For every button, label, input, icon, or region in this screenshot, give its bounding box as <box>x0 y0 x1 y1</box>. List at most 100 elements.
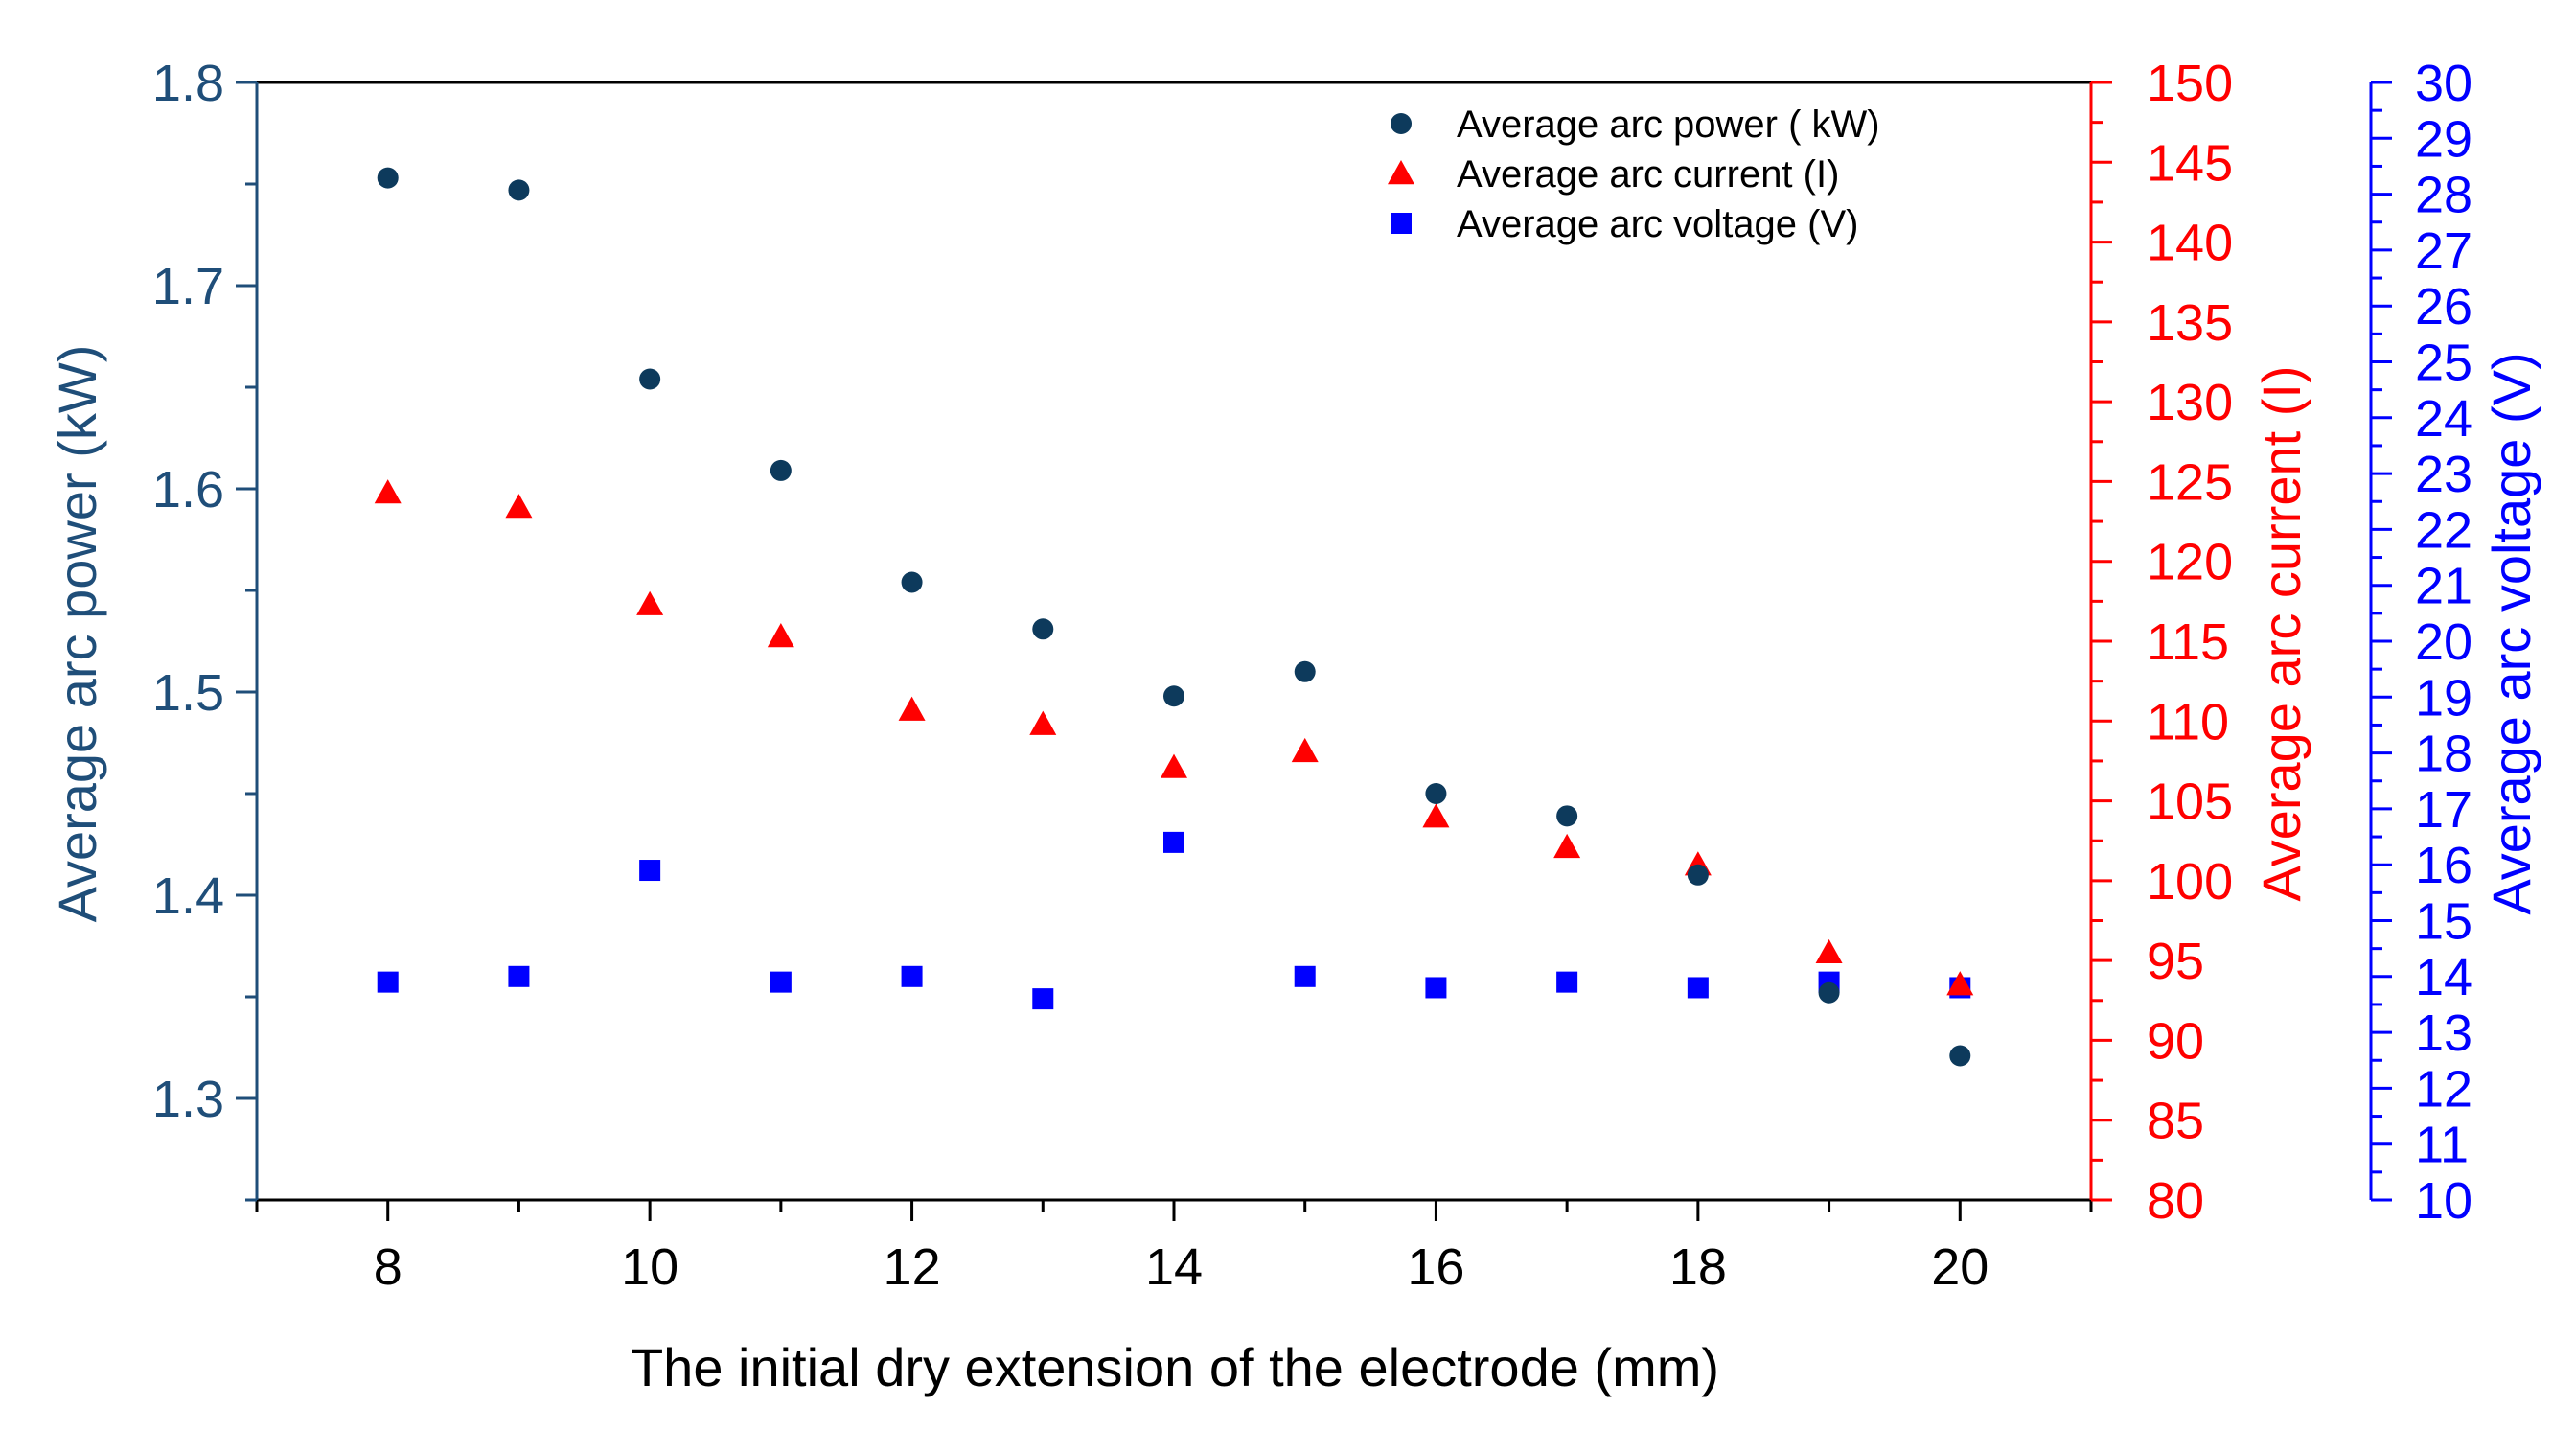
y-voltage-tick-label: 26 <box>2415 278 2472 335</box>
point-power <box>1556 805 1578 827</box>
y-voltage-tick-label: 23 <box>2415 446 2472 503</box>
y-voltage-tick-label: 24 <box>2415 390 2472 448</box>
series-voltage <box>377 831 1971 1010</box>
y-voltage-tick-label: 18 <box>2415 726 2472 783</box>
x-tick-label: 8 <box>374 1238 402 1296</box>
y-voltage-tick-label: 10 <box>2415 1172 2472 1230</box>
point-power <box>1949 1045 1971 1067</box>
y-voltage-tick-label: 28 <box>2415 167 2472 224</box>
point-current <box>1553 833 1581 859</box>
y-current-tick-label: 95 <box>2147 933 2204 990</box>
point-power <box>1818 981 1840 1004</box>
x-tick-label: 16 <box>1407 1238 1464 1296</box>
point-voltage <box>770 971 792 993</box>
point-voltage <box>639 860 661 882</box>
y-current-tick-label: 130 <box>2147 374 2233 431</box>
y-current-tick-label: 145 <box>2147 134 2233 192</box>
point-current <box>505 494 533 519</box>
point-voltage <box>508 965 530 987</box>
legend: Average arc power ( kW) Average arc curre… <box>1388 104 1880 245</box>
y-current-tick-label: 85 <box>2147 1093 2204 1150</box>
y-current-tick-label: 80 <box>2147 1172 2204 1230</box>
point-power <box>508 179 530 201</box>
point-voltage <box>377 971 399 993</box>
legend-marker-current <box>1388 160 1414 185</box>
y-current-tick-label: 150 <box>2147 55 2233 112</box>
y-voltage-tick-label: 27 <box>2415 222 2472 280</box>
point-power <box>1294 660 1316 682</box>
x-tick-label: 20 <box>1931 1238 1989 1296</box>
y-power-tick-label: 1.7 <box>152 258 224 315</box>
y-current-tick-label: 120 <box>2147 534 2233 591</box>
y-voltage-tick-label: 11 <box>2415 1117 2469 1174</box>
y-voltage-tick-label: 21 <box>2415 558 2472 615</box>
y-power-tick-label: 1.5 <box>152 664 224 722</box>
y-axis-power-title: Average arc power (kW) <box>47 345 107 923</box>
point-voltage <box>901 965 923 987</box>
legend-label-power: Average arc power ( kW) <box>1457 104 1880 146</box>
y-voltage-tick-label: 30 <box>2415 55 2472 112</box>
y-voltage-tick-label: 22 <box>2415 501 2472 559</box>
y-axis-current: 80 85 90 95 100 105 110 115 120 125 130 135 140 145 15… <box>2089 55 2233 1230</box>
y-power-tick-label: 1.4 <box>152 867 224 925</box>
y-power-tick-label: 1.8 <box>152 55 224 112</box>
point-voltage <box>1163 831 1184 853</box>
point-current <box>374 479 402 504</box>
y-current-tick-label: 115 <box>2147 613 2229 671</box>
point-voltage <box>1032 988 1054 1010</box>
series-layer <box>374 167 1974 1067</box>
plot-frame <box>257 81 2091 1202</box>
series-current <box>374 479 1974 996</box>
point-current <box>1946 971 1974 996</box>
point-current <box>1161 753 1187 778</box>
series-power <box>377 167 1971 1067</box>
x-tick-label: 12 <box>884 1238 941 1296</box>
y-voltage-tick-label: 15 <box>2415 893 2472 951</box>
y-voltage-tick-label: 16 <box>2415 837 2472 894</box>
y-current-tick-label: 105 <box>2147 773 2233 831</box>
point-current <box>636 590 664 615</box>
legend-marker-voltage <box>1391 213 1412 234</box>
point-current <box>1291 737 1319 763</box>
point-power <box>1163 685 1184 707</box>
point-power <box>1687 864 1709 886</box>
y-voltage-tick-label: 12 <box>2415 1060 2472 1118</box>
point-power <box>1032 618 1054 640</box>
y-axis-voltage: 1011121314151617181920212223242526272829… <box>2369 55 2472 1230</box>
point-voltage <box>1556 971 1578 993</box>
y-voltage-tick-label: 25 <box>2415 335 2472 392</box>
y-power-tick-label: 1.3 <box>152 1071 224 1128</box>
y-voltage-tick-label: 20 <box>2415 613 2472 671</box>
y-voltage-tick-label: 17 <box>2415 781 2472 839</box>
point-power <box>1425 783 1447 804</box>
legend-label-current: Average arc current (I) <box>1457 153 1839 196</box>
x-tick-label: 18 <box>1669 1238 1727 1296</box>
y-current-tick-label: 100 <box>2147 853 2233 911</box>
point-power <box>770 459 792 481</box>
y-axis-voltage-title: Average arc voltage (V) <box>2481 352 2542 914</box>
point-current <box>898 696 926 721</box>
point-power <box>377 167 399 189</box>
x-axis: 8 10 12 14 16 18 20 <box>255 1200 2093 1296</box>
point-current <box>767 623 794 648</box>
y-voltage-tick-label: 13 <box>2415 1004 2472 1062</box>
y-voltage-tick-label: 19 <box>2415 669 2472 727</box>
x-tick-label: 10 <box>621 1238 678 1296</box>
y-power-tick-label: 1.6 <box>152 461 224 519</box>
x-axis-title: The initial dry extension of the electro… <box>631 1337 1719 1397</box>
point-voltage <box>1687 977 1709 999</box>
point-voltage <box>1294 965 1316 987</box>
x-tick-label: 14 <box>1145 1238 1203 1296</box>
point-power <box>639 368 661 390</box>
point-voltage <box>1425 977 1447 999</box>
y-current-tick-label: 135 <box>2147 294 2233 352</box>
y-current-tick-label: 140 <box>2147 215 2233 272</box>
point-power <box>901 571 923 593</box>
point-current <box>1422 803 1450 828</box>
y-current-tick-label: 90 <box>2147 1012 2204 1070</box>
legend-label-voltage: Average arc voltage (V) <box>1457 203 1858 245</box>
y-current-tick-label: 125 <box>2147 453 2233 511</box>
y-axis-current-title: Average arc current (I) <box>2251 365 2312 901</box>
y-voltage-tick-label: 14 <box>2415 949 2472 1006</box>
